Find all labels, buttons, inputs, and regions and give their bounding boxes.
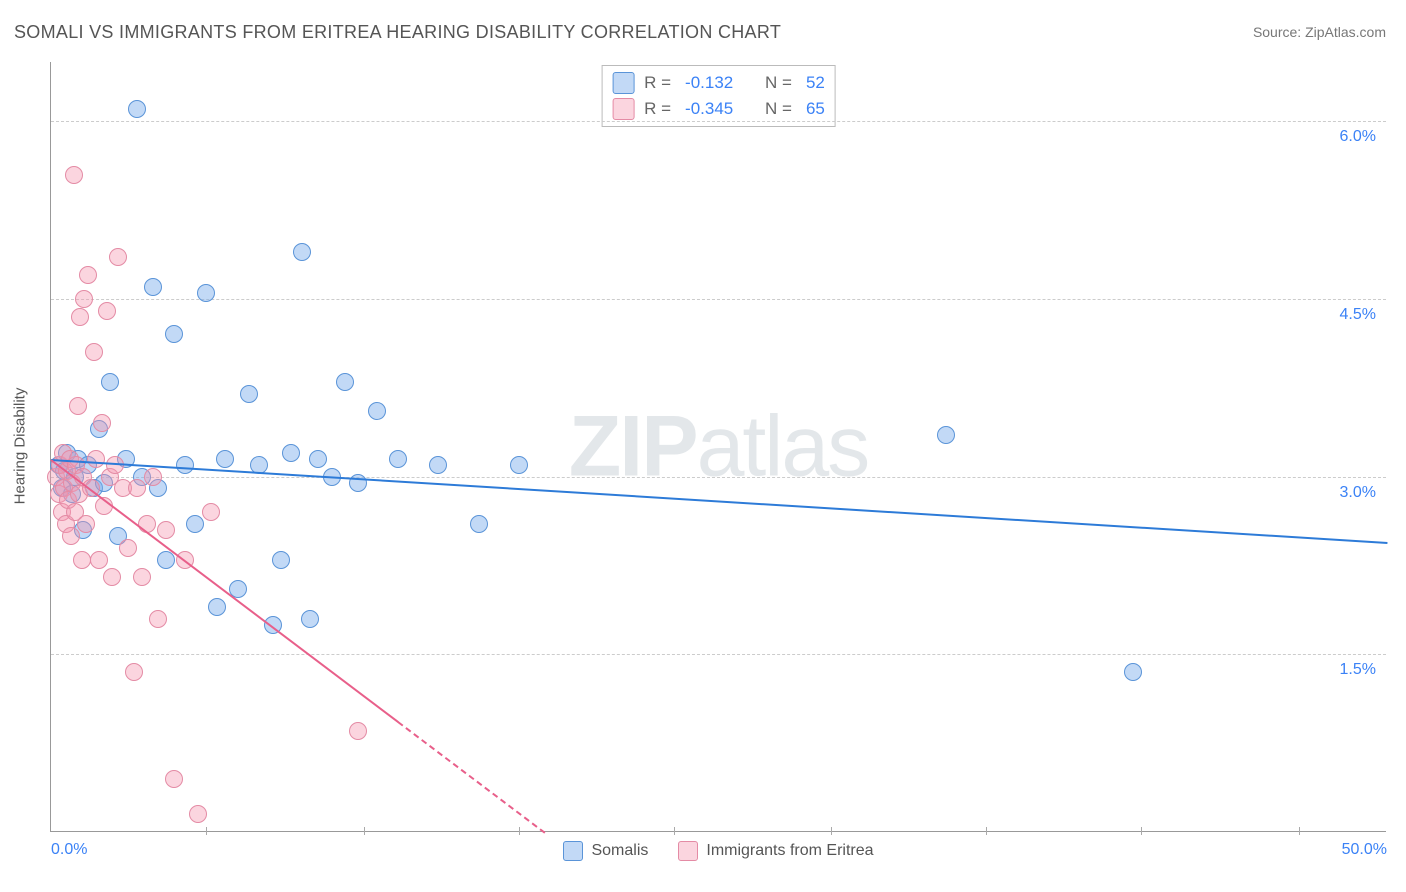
data-point (62, 527, 80, 545)
x-tick-label: 0.0% (51, 841, 87, 859)
data-point (208, 598, 226, 616)
data-point (65, 166, 83, 184)
data-point (138, 515, 156, 533)
legend-r-value: -0.132 (685, 73, 755, 93)
data-point (103, 568, 121, 586)
data-point (216, 450, 234, 468)
data-point (1124, 663, 1142, 681)
x-minor-tick (1299, 827, 1300, 835)
y-tick-label: 6.0% (1340, 128, 1376, 146)
data-point (73, 551, 91, 569)
legend-r-value: -0.345 (685, 99, 755, 119)
y-axis-title: Hearing Disability (12, 388, 29, 505)
data-point (75, 290, 93, 308)
legend-r-label: R = (644, 99, 671, 119)
gridline (51, 121, 1386, 122)
data-point (293, 243, 311, 261)
x-minor-tick (519, 827, 520, 835)
x-minor-tick (364, 827, 365, 835)
regression-line (50, 459, 399, 723)
legend-row: R = -0.345 N = 65 (612, 96, 825, 122)
legend-n-label: N = (765, 73, 792, 93)
data-point (149, 610, 167, 628)
data-point (128, 100, 146, 118)
data-point (349, 474, 367, 492)
data-point (144, 278, 162, 296)
legend-series-name: Somalis (591, 842, 648, 860)
watermark: ZIPatlas (569, 397, 868, 496)
data-point (79, 266, 97, 284)
data-point (101, 373, 119, 391)
data-point (77, 515, 95, 533)
x-minor-tick (674, 827, 675, 835)
data-point (144, 468, 162, 486)
data-point (176, 456, 194, 474)
data-point (87, 450, 105, 468)
gridline (51, 477, 1386, 478)
data-point (301, 610, 319, 628)
chart-source: Source: ZipAtlas.com (1253, 24, 1386, 40)
data-point (157, 521, 175, 539)
data-point (240, 385, 258, 403)
data-point (125, 663, 143, 681)
regression-line (51, 459, 1387, 544)
data-point (85, 343, 103, 361)
data-point (69, 397, 87, 415)
regression-line (398, 721, 546, 834)
data-point (186, 515, 204, 533)
data-point (336, 373, 354, 391)
x-minor-tick (1141, 827, 1142, 835)
correlation-legend: R = -0.132 N = 52 R = -0.345 N = 65 (601, 65, 836, 127)
gridline (51, 299, 1386, 300)
legend-n-value: 52 (806, 73, 825, 93)
legend-item: Somalis (563, 841, 648, 861)
data-point (202, 503, 220, 521)
data-point (197, 284, 215, 302)
plot-area: ZIPatlas R =-0.132N =52R =-0.345N =65 So… (50, 62, 1386, 832)
x-minor-tick (206, 827, 207, 835)
data-point (429, 456, 447, 474)
y-tick-label: 3.0% (1340, 484, 1376, 502)
legend-swatch (563, 841, 583, 861)
data-point (937, 426, 955, 444)
data-point (165, 770, 183, 788)
legend-row: R = -0.132 N = 52 (612, 70, 825, 96)
legend-item: Immigrants from Eritrea (678, 841, 873, 861)
data-point (470, 515, 488, 533)
data-point (133, 568, 151, 586)
data-point (309, 450, 327, 468)
gridline (51, 654, 1386, 655)
data-point (119, 539, 137, 557)
data-point (165, 325, 183, 343)
data-point (93, 414, 111, 432)
series-legend: Somalis Immigrants from Eritrea (51, 841, 1386, 861)
data-point (282, 444, 300, 462)
data-point (368, 402, 386, 420)
data-point (189, 805, 207, 823)
data-point (128, 479, 146, 497)
data-point (90, 551, 108, 569)
x-minor-tick (986, 827, 987, 835)
x-minor-tick (831, 827, 832, 835)
data-point (510, 456, 528, 474)
y-tick-label: 1.5% (1340, 661, 1376, 679)
legend-swatch (612, 72, 634, 94)
legend-n-value: 65 (806, 99, 825, 119)
legend-swatch (678, 841, 698, 861)
chart-title: SOMALI VS IMMIGRANTS FROM ERITREA HEARIN… (14, 22, 781, 43)
data-point (71, 308, 89, 326)
data-point (272, 551, 290, 569)
data-point (349, 722, 367, 740)
legend-r-label: R = (644, 73, 671, 93)
data-point (389, 450, 407, 468)
legend-swatch (612, 98, 634, 120)
legend-n-label: N = (765, 99, 792, 119)
data-point (109, 248, 127, 266)
x-tick-label: 50.0% (1342, 841, 1387, 859)
legend-series-name: Immigrants from Eritrea (706, 842, 873, 860)
y-tick-label: 4.5% (1340, 306, 1376, 324)
data-point (98, 302, 116, 320)
